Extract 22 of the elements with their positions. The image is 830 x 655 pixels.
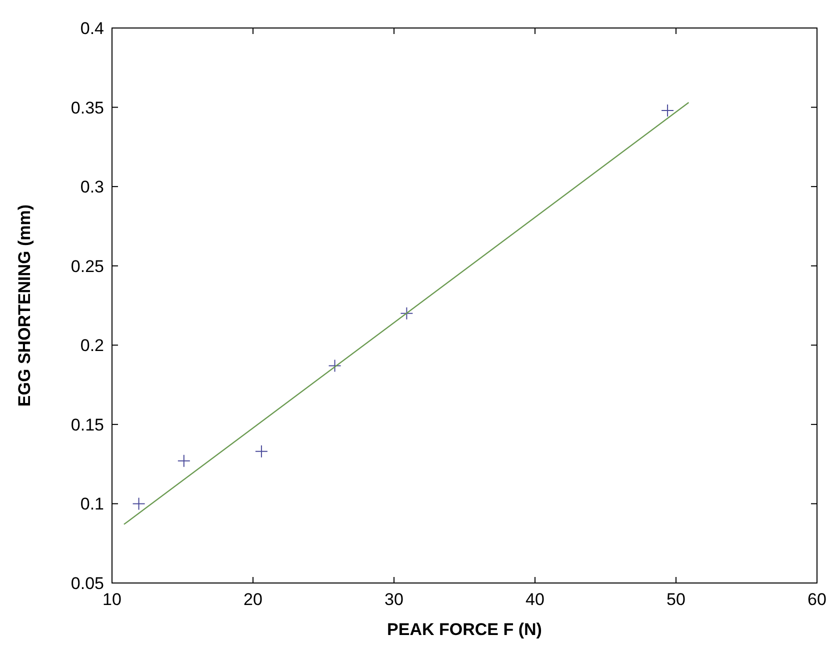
y-tick-label: 0.2 [80,336,104,356]
x-tick-label: 30 [384,590,404,609]
y-tick-label: 0.15 [70,415,104,434]
y-tick-label: 0.3 [80,178,104,197]
point [132,497,146,510]
point [400,306,414,320]
x-tick-label: 60 [808,590,826,609]
y-axis-title: EGG SHORTENING (mm) [15,204,34,407]
y-tick-label: 0.05 [70,574,104,593]
x-tick-label: 50 [666,590,686,609]
point [661,104,674,117]
y-tick-label: 0.35 [70,98,104,118]
y-tick-label: 0.4 [80,19,104,38]
x-axis-title: PEAK FORCE F (N) [387,620,542,639]
y-tick-label: 0.25 [70,256,104,276]
x-tick-label: 40 [526,590,544,609]
point [328,359,342,372]
point [254,444,268,458]
x-tick-label: 10 [102,590,122,609]
y-tick-label: 0.1 [80,494,104,514]
x-tick-label: 20 [244,590,262,609]
point [177,454,190,468]
